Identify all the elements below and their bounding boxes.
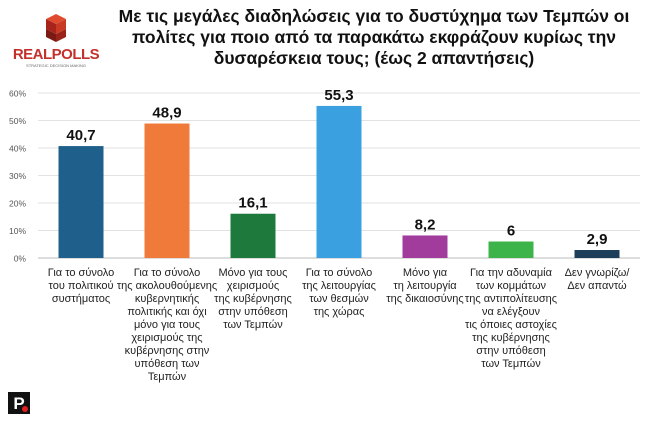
x-category-label-line: συστήματος xyxy=(51,293,111,305)
bar-value-label: 2,9 xyxy=(587,231,608,248)
y-tick-label: 20% xyxy=(9,199,26,209)
realpolls-logo: REALPOLLS STRATEGIC DECISION MAKING xyxy=(8,12,104,70)
y-tick-label: 50% xyxy=(9,116,26,126)
y-tick-label: 60% xyxy=(9,89,26,99)
x-category-label-line: της κυβέρνησης xyxy=(472,332,550,344)
p-logo-icon: P xyxy=(8,392,30,414)
x-category-label-line: Για το σύνολο xyxy=(47,267,115,279)
bar xyxy=(402,235,448,258)
bar-value-label: 40,7 xyxy=(66,127,95,144)
x-category-label-line: στην υπόθεση xyxy=(476,345,546,357)
y-tick-label: 10% xyxy=(9,226,26,236)
bar xyxy=(316,105,362,258)
x-category-label-line: χειρισμούς της xyxy=(131,332,203,344)
publisher-logo: P xyxy=(8,392,30,414)
x-category-label-line: τις όποιες αστοχίες xyxy=(465,319,557,331)
x-category-label-line: Για το σύνολο xyxy=(133,267,201,279)
x-category-label-line: της λειτουργίας xyxy=(302,280,376,292)
x-category-label-line: υπόθεση των Τεμπών xyxy=(134,358,200,383)
x-category-label-line: Για την αδυναμία xyxy=(470,267,552,279)
x-category-label: Για την αδυναμία των κομμάτων της αντιπολί… xyxy=(459,267,563,371)
bar-value-label: 8,2 xyxy=(415,216,436,233)
x-category-label-line: Μόνο για τους xyxy=(218,267,288,279)
x-category-label: Για το σύνολο της ακολουθούμενης κυβερνητι… xyxy=(115,267,219,384)
bar xyxy=(144,123,190,259)
y-tick-label: 40% xyxy=(9,144,26,154)
x-category-label-line: της ακολουθούμενης xyxy=(116,280,218,292)
bar xyxy=(488,241,534,258)
y-tick-label: 30% xyxy=(9,171,26,181)
logo-cube-icon xyxy=(46,14,66,42)
logo-tagline: STRATEGIC DECISION MAKING xyxy=(26,63,86,68)
x-category-label-line: κυβέρνησης στην xyxy=(124,345,210,357)
x-category-label-line: των Τεμπών xyxy=(223,319,283,331)
x-category-label-line: της αντιπολίτευσης xyxy=(464,293,558,305)
x-category-label-line: Δεν γνωρίζω/ xyxy=(564,267,630,279)
x-category-label-line: Μόνο για xyxy=(402,267,448,279)
x-category-label: Για το σύνολο της λειτουργίας των θεσμών τη… xyxy=(287,267,391,319)
bar xyxy=(230,213,276,258)
bar-value-label: 6 xyxy=(507,223,515,240)
x-category-label: Μόνο για τη λειτουργία της δικαιοσύνης xyxy=(373,267,477,306)
bar-value-label: 48,9 xyxy=(152,105,181,122)
x-category-label-line: των κομμάτων xyxy=(475,280,547,292)
chart-title: Με τις μεγάλες διαδηλώσεις για το δυστύχ… xyxy=(118,6,630,68)
x-category-label: Μόνο για τους χειρισμούς της κυβέρνησης στη… xyxy=(201,267,305,332)
x-category-label-line: της χώρας xyxy=(313,306,365,318)
bar xyxy=(58,146,104,258)
x-category-label-line: των θεσμών xyxy=(309,293,369,305)
bar xyxy=(574,250,620,258)
x-category-label-line: Δεν απαντώ xyxy=(567,280,627,292)
x-category-label-line: της δικαιοσύνης xyxy=(386,293,464,305)
bar-value-label: 16,1 xyxy=(238,195,267,212)
x-category-label-line: της κυβέρνησης xyxy=(214,293,292,305)
logo-wordmark: REALPOLLS xyxy=(12,46,100,63)
x-category-label-line: πολιτικής και όχι xyxy=(127,306,207,318)
x-category-label: Για το σύνολο του πολιτικού συστήματος xyxy=(29,267,133,306)
x-category-label-line: χειρισμούς xyxy=(226,280,280,292)
x-category-label-line: των Τεμπών xyxy=(481,358,541,370)
x-category-label-line: κυβερνητικής xyxy=(134,293,200,305)
bar-value-label: 55,3 xyxy=(324,87,353,104)
x-category-label-line: στην υπόθεση xyxy=(218,306,288,318)
x-category-label-line: μόνο για τους xyxy=(133,319,201,331)
svg-text:P: P xyxy=(13,394,24,413)
x-category-label-line: του πολιτικού xyxy=(48,280,114,292)
x-category-label-line: τη λειτουργία xyxy=(393,280,457,292)
x-category-label-line: Για το σύνολο xyxy=(305,267,373,279)
x-category-label: Δεν γνωρίζω/Δεν απαντώ xyxy=(545,267,649,293)
x-category-label-line: να ελέγξουν xyxy=(482,306,540,318)
y-tick-label: 0% xyxy=(14,254,27,264)
